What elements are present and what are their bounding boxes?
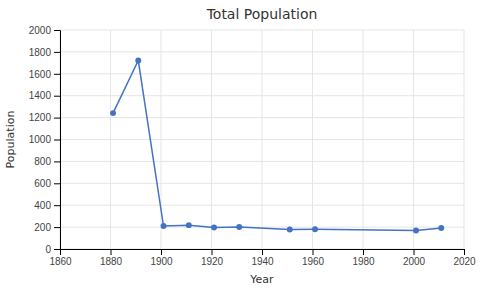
point: [312, 226, 318, 232]
tick-label: 1200: [29, 112, 52, 123]
grid-line: [312, 30, 313, 249]
tick-label: 1980: [352, 256, 375, 267]
grid-line: [464, 30, 465, 249]
chart: 1860 1880 1900 1920 1940 1960 1980 2000 2020 0 200…: [0, 0, 480, 289]
tick: 600: [34, 178, 60, 189]
tick-mark: [363, 249, 364, 255]
tick-mark: [54, 161, 60, 162]
tick: 2000: [403, 249, 426, 267]
grid-line: [262, 30, 263, 249]
point: [161, 223, 167, 229]
tick-label: 1900: [150, 256, 173, 267]
axis-line: [54, 31, 61, 250]
tick-mark: [54, 74, 60, 75]
grid: [60, 30, 464, 249]
tick: 0: [45, 244, 60, 255]
tick-label: 2020: [453, 256, 476, 267]
tick: 1960: [302, 249, 325, 267]
tick: 1940: [251, 249, 274, 267]
tick-label: 1860: [49, 256, 72, 267]
point: [135, 58, 141, 64]
point: [186, 222, 192, 228]
tick-label: 1960: [302, 256, 325, 267]
tick-label: 1880: [100, 256, 123, 267]
tick-label: 2000: [29, 25, 52, 36]
tick-label: 2000: [403, 256, 426, 267]
y-axis: 0 200 400 600 800 1000 1200 1400 1600 1800 2000: [29, 25, 61, 255]
tick: 1600: [29, 69, 60, 80]
tick: 1400: [29, 90, 60, 101]
tick: 1860: [49, 249, 72, 267]
grid-line: [363, 30, 364, 249]
tick-mark: [262, 249, 263, 255]
title: Total Population: [206, 6, 318, 22]
tick-mark: [54, 30, 60, 31]
tick-mark: [54, 140, 60, 141]
tick: 1920: [201, 249, 224, 267]
tick-label: 200: [34, 222, 51, 233]
tick: 1980: [352, 249, 375, 267]
tick-mark: [111, 249, 112, 255]
tick: 1800: [29, 47, 60, 58]
tick-label: 800: [34, 156, 51, 167]
tick: 400: [34, 200, 60, 211]
tick-label: 600: [34, 178, 51, 189]
axis-line: [61, 250, 465, 256]
tick-mark: [464, 249, 465, 255]
tick-label: 400: [34, 200, 51, 211]
grid-line: [211, 30, 212, 249]
tick: 1900: [150, 249, 173, 267]
tick-label: 0: [45, 244, 51, 255]
tick-mark: [313, 249, 314, 255]
point: [211, 224, 217, 230]
tick-label: 1920: [201, 256, 224, 267]
tick: 1200: [29, 112, 60, 123]
tick: 1880: [100, 249, 123, 267]
marks: [110, 58, 444, 234]
grid-line: [110, 30, 111, 249]
tick: 200: [34, 222, 60, 233]
tick-mark: [54, 249, 60, 250]
tick: 2000: [29, 25, 60, 36]
tick-mark: [54, 52, 60, 53]
tick-label: 1400: [29, 90, 52, 101]
tick-mark: [212, 249, 213, 255]
tick: 2020: [453, 249, 476, 267]
grid-line: [413, 30, 414, 249]
tick-label: 1000: [29, 134, 52, 145]
y-axis-title: Population: [4, 111, 17, 169]
tick-mark: [54, 227, 60, 228]
plot: 1860 1880 1900 1920 1940 1960 1980 2000 2020 0 200…: [29, 25, 476, 267]
tick-label: 1600: [29, 69, 52, 80]
point: [236, 224, 242, 230]
tick-label: 1940: [251, 256, 274, 267]
tick-mark: [54, 96, 60, 97]
point: [438, 225, 444, 231]
tick-mark: [54, 118, 60, 119]
point: [110, 110, 116, 116]
point: [413, 228, 419, 234]
tick-mark: [414, 249, 415, 255]
tick-mark: [54, 205, 60, 206]
tick: 800: [34, 156, 60, 167]
tick: 1000: [29, 134, 60, 145]
line: [113, 61, 441, 231]
x-axis: 1860 1880 1900 1920 1940 1960 1980 2000 2020: [49, 249, 476, 267]
tick-mark: [54, 183, 60, 184]
point: [287, 227, 293, 233]
tick-label: 1800: [29, 47, 52, 58]
tick-mark: [161, 249, 162, 255]
x-axis-title: Year: [249, 273, 274, 286]
